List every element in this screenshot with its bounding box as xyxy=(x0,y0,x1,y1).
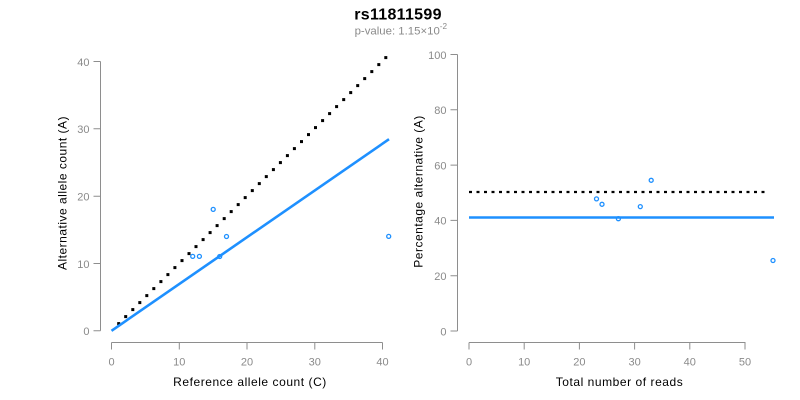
svg-text:0: 0 xyxy=(440,326,446,338)
svg-text:20: 20 xyxy=(434,271,446,283)
svg-text:80: 80 xyxy=(434,105,446,117)
svg-text:0: 0 xyxy=(83,326,89,338)
svg-text:Percentage alternative (A): Percentage alternative (A) xyxy=(412,115,426,267)
svg-text:10: 10 xyxy=(173,357,185,369)
svg-text:50: 50 xyxy=(739,357,751,369)
svg-text:100: 100 xyxy=(428,50,446,62)
svg-text:0: 0 xyxy=(466,357,472,369)
svg-text:10: 10 xyxy=(518,357,530,369)
svg-text:20: 20 xyxy=(77,192,89,204)
svg-text:Total number of reads: Total number of reads xyxy=(556,375,684,389)
svg-text:20: 20 xyxy=(241,357,253,369)
svg-text:40: 40 xyxy=(77,57,89,69)
svg-text:40: 40 xyxy=(684,357,696,369)
svg-text:30: 30 xyxy=(309,357,321,369)
svg-text:30: 30 xyxy=(628,357,640,369)
svg-text:p-value: 1.15×10-2: p-value: 1.15×10-2 xyxy=(355,22,448,38)
svg-text:Alternative allele count (A): Alternative allele count (A) xyxy=(55,116,69,270)
svg-text:10: 10 xyxy=(77,259,89,271)
svg-text:40: 40 xyxy=(434,216,446,228)
svg-text:40: 40 xyxy=(376,357,388,369)
svg-text:20: 20 xyxy=(573,357,585,369)
svg-text:rs11811599: rs11811599 xyxy=(354,7,442,24)
svg-text:30: 30 xyxy=(77,124,89,136)
svg-text:Reference allele count (C): Reference allele count (C) xyxy=(173,375,327,389)
svg-text:0: 0 xyxy=(108,357,114,369)
svg-text:60: 60 xyxy=(434,160,446,172)
